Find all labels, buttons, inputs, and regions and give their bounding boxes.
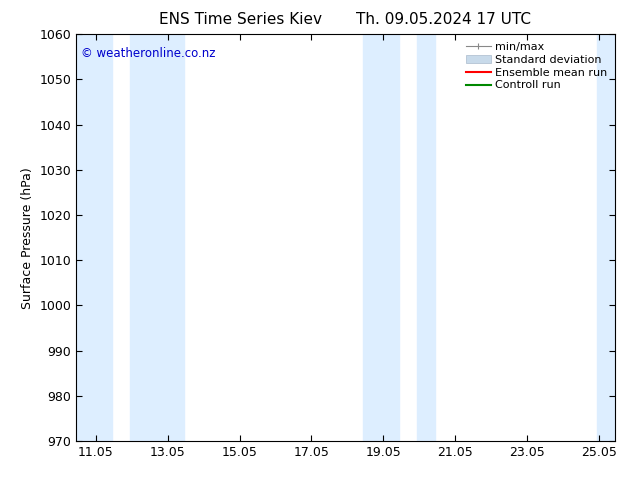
Bar — [597, 34, 615, 441]
Bar — [363, 34, 399, 441]
Bar — [130, 34, 184, 441]
Legend: min/max, Standard deviation, Ensemble mean run, Controll run: min/max, Standard deviation, Ensemble me… — [464, 40, 609, 93]
Bar — [76, 34, 112, 441]
Text: © weatheronline.co.nz: © weatheronline.co.nz — [81, 47, 216, 59]
Bar — [417, 34, 436, 441]
Y-axis label: Surface Pressure (hPa): Surface Pressure (hPa) — [21, 167, 34, 309]
Text: Th. 09.05.2024 17 UTC: Th. 09.05.2024 17 UTC — [356, 12, 531, 27]
Text: ENS Time Series Kiev: ENS Time Series Kiev — [159, 12, 323, 27]
